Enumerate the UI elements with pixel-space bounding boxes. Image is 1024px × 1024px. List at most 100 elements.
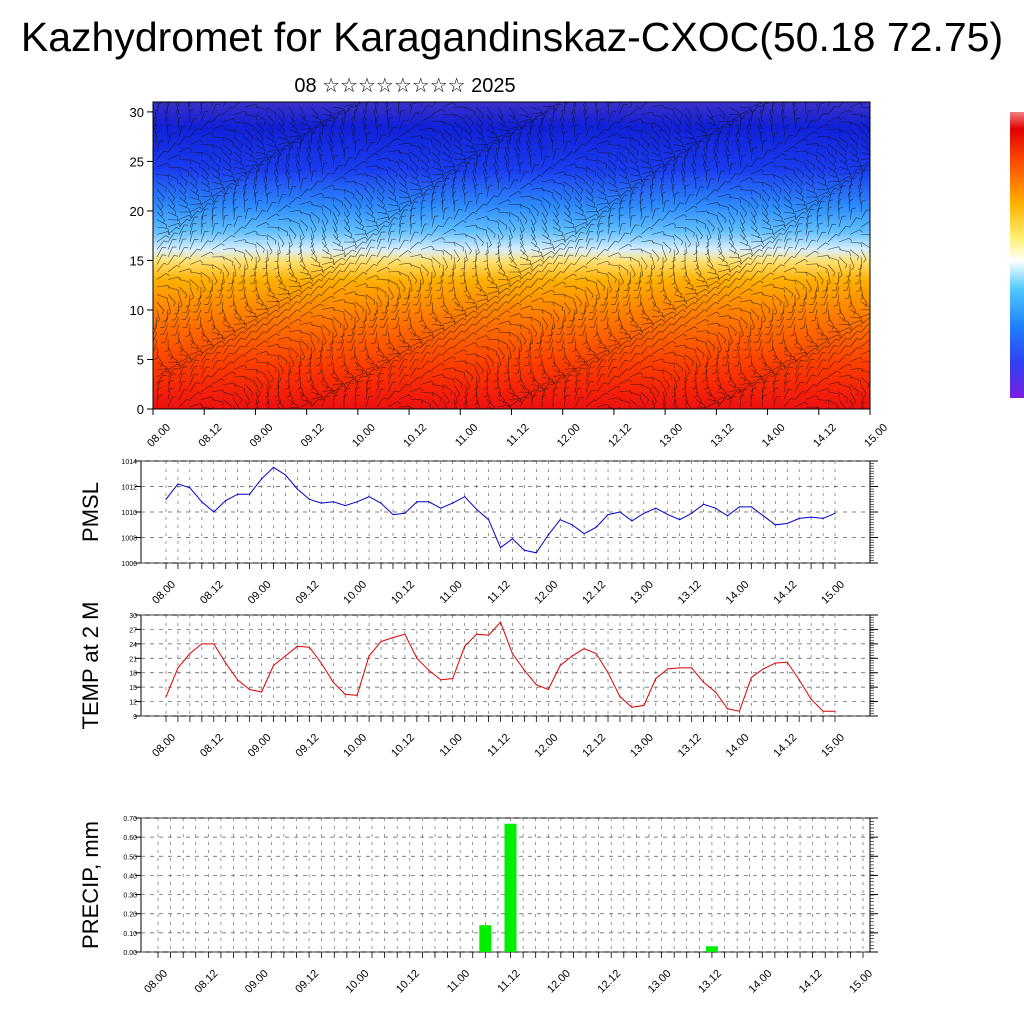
temp-x-tick-label: 11.12: [485, 732, 512, 759]
pmsl-point: [583, 533, 585, 535]
precip-y-axis-label: PRECIP, mm: [78, 821, 103, 949]
temp-point: [380, 640, 382, 643]
temp-point: [702, 681, 705, 683]
temp-point: [368, 655, 370, 657]
section-x-tick-label: 11.12: [504, 422, 531, 449]
precip-y-tick-label: 0.60: [123, 835, 137, 842]
temp-point: [452, 677, 454, 680]
pmsl-point: [380, 502, 382, 504]
pmsl-point: [535, 552, 537, 554]
temp-y-tick-label: 24: [129, 642, 137, 649]
section-y-tick-label: 5: [137, 352, 144, 367]
pmsl-point: [643, 512, 645, 514]
pmsl-point: [201, 501, 203, 503]
pmsl-point: [679, 519, 681, 521]
temp-point: [237, 679, 239, 681]
temp-point: [523, 669, 525, 671]
temp-point: [583, 648, 585, 650]
precip-x-tick-label: 08.12: [193, 968, 221, 996]
pmsl-point: [786, 522, 788, 525]
temp-x-tick-label: 12.12: [580, 732, 608, 760]
temp-x-tick-label: 10.12: [389, 732, 417, 760]
temp-x-tick-label: 13.12: [676, 732, 704, 760]
temp-point: [428, 669, 430, 671]
temp-point: [810, 698, 812, 700]
temp-plot: 9 12 15 18 21 24 27 30 TEMP at 2 M 08.00 08.12 09.0…: [78, 602, 878, 760]
temp-point: [165, 696, 167, 698]
pmsl-point: [249, 493, 251, 495]
temp-y-tick-label: 18: [129, 671, 137, 678]
temp-point: [404, 633, 406, 635]
pmsl-x-tick-label: 15.00: [819, 579, 847, 607]
pmsl-x-tick-label: 14.12: [771, 579, 799, 607]
temp-x-tick-label: 11.00: [437, 732, 464, 759]
section-x-tick-label: 11.00: [453, 422, 480, 449]
pmsl-point: [822, 517, 824, 519]
precip-bar: [705, 946, 718, 952]
precip-x-tick-label: 11.00: [445, 968, 472, 995]
pmsl-point: [368, 496, 370, 498]
pmsl-plot: 1006 1008 1010 1012 1014 PMSL 08.00 08.12 09.00 0…: [78, 459, 878, 607]
pmsl-point: [702, 503, 705, 505]
temp-point: [643, 704, 645, 707]
pmsl-point: [237, 493, 239, 495]
temp-y-tick-label: 30: [129, 613, 137, 620]
temp-point: [464, 645, 466, 647]
section-x-tick-label: 08.00: [145, 422, 173, 450]
precip-y-tick-label: 0.50: [123, 854, 137, 861]
temp-point: [559, 664, 561, 667]
temp-point: [547, 688, 549, 691]
section-y-tick-label: 0: [137, 402, 144, 417]
pmsl-point: [607, 513, 609, 516]
precip-y-tick-label: 0.40: [123, 873, 137, 880]
temp-point: [738, 710, 741, 712]
temp-y-tick-label: 12: [129, 700, 137, 707]
precip-y-tick-label: 0.70: [123, 816, 137, 823]
precip-x-tick-label: 13.00: [646, 968, 674, 996]
pmsl-point: [750, 506, 752, 508]
pmsl-point: [416, 501, 418, 503]
section-x-tick-label: 12.12: [606, 422, 634, 450]
temp-point: [416, 657, 418, 659]
cross-section-plot: 0 5 10 15 20 25 30 08.00 08.12 09.00 09.12 10.00 10.…: [130, 101, 890, 450]
pmsl-x-tick-label: 14.00: [724, 579, 752, 607]
temp-point: [392, 637, 394, 639]
precip-y-tick-label: 0.10: [123, 931, 137, 938]
precip-x-tick-label: 13.12: [696, 968, 724, 996]
pmsl-x-tick-label: 09.12: [294, 579, 322, 607]
pmsl-point: [499, 547, 502, 549]
section-x-tick-label: 09.00: [248, 422, 276, 450]
temp-point: [189, 652, 191, 655]
pmsl-x-tick-label: 12.00: [532, 579, 560, 607]
pmsl-point: [559, 519, 561, 521]
precip-y-tick-label: 0.20: [123, 912, 137, 919]
pmsl-point: [738, 506, 741, 508]
pmsl-x-tick-label: 10.12: [389, 579, 417, 607]
pmsl-point: [547, 534, 549, 536]
temp-point: [691, 667, 693, 669]
temp-point: [476, 633, 478, 635]
temp-point: [177, 667, 179, 669]
temp-point: [822, 710, 824, 712]
section-x-tick-label: 12.00: [555, 422, 583, 450]
precip-x-tick-label: 12.12: [595, 968, 623, 996]
temp-x-tick-label: 12.00: [532, 732, 560, 760]
pmsl-point: [428, 501, 430, 503]
temp-point: [296, 645, 299, 647]
pmsl-point: [631, 520, 633, 522]
temp-point: [679, 667, 681, 669]
section-x-tick-label: 15.00: [862, 422, 890, 450]
pmsl-point: [571, 524, 573, 526]
temp-point: [320, 662, 322, 664]
precip-x-tick-label: 14.00: [746, 968, 774, 996]
precip-y-tick-label: 0.30: [123, 893, 137, 900]
temp-y-tick-label: 9: [133, 714, 137, 721]
temp-point: [356, 694, 358, 696]
temp-point: [487, 634, 490, 636]
pmsl-x-tick-label: 12.12: [580, 579, 608, 607]
section-y-tick-label: 10: [130, 303, 144, 318]
temp-point: [714, 691, 717, 693]
temp-point: [511, 652, 514, 655]
temp-point: [499, 621, 502, 623]
precip-bar: [479, 925, 492, 952]
